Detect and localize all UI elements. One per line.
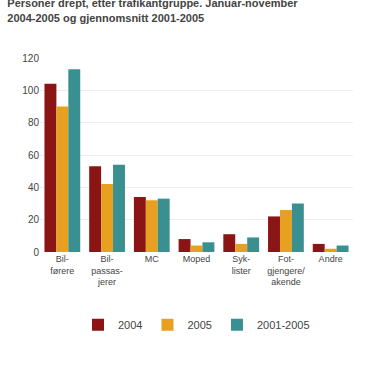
svg-text:Moped: Moped — [183, 254, 211, 264]
svg-text:120: 120 — [22, 53, 39, 64]
svg-text:2001-2005: 2001-2005 — [257, 319, 310, 331]
svg-text:2005: 2005 — [187, 319, 211, 331]
svg-text:100: 100 — [22, 85, 39, 96]
svg-text:Bil-passas-jerer: Bil-passas-jerer — [91, 254, 123, 287]
svg-text:Personer drept, etter trafikan: Personer drept, etter trafikantgruppe. J… — [7, 0, 298, 24]
svg-text:Bil-førere: Bil-førere — [50, 254, 74, 276]
svg-text:Andre: Andre — [319, 254, 343, 264]
svg-text:20: 20 — [28, 214, 40, 225]
svg-text:80: 80 — [28, 117, 40, 128]
svg-text:Fot-gjengere/akende: Fot-gjengere/akende — [267, 254, 305, 287]
svg-text:60: 60 — [28, 150, 40, 161]
svg-text:MC: MC — [145, 254, 159, 264]
svg-text:2004: 2004 — [118, 319, 142, 331]
svg-text:40: 40 — [28, 182, 40, 193]
svg-text:Syk-lister: Syk-lister — [232, 254, 251, 276]
svg-text:0: 0 — [33, 247, 39, 258]
